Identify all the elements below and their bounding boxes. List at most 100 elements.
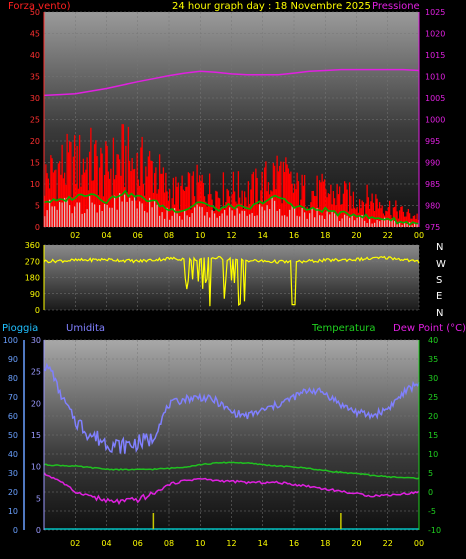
pressure-tick-label: 975 [425, 223, 440, 232]
humidity-x-tick-label: 12 [226, 539, 236, 548]
temperature-tick-label: 40 [428, 336, 438, 345]
temperature-tick-label: 10 [428, 450, 438, 459]
wind-tick-label: 35 [30, 73, 40, 82]
dew-point-axis-title: Dew Point (°C) [393, 323, 466, 334]
wind-x-tick-label: 06 [133, 231, 143, 240]
humidity-x-tick-label: 08 [164, 539, 174, 548]
rain-tick-label: 40 [8, 450, 18, 459]
direction-tick-label: 360 [25, 241, 40, 250]
wind-x-tick-label: 08 [164, 231, 174, 240]
rain-tick-label: 0 [13, 526, 18, 535]
humidity-axis-title: Umidita [66, 323, 105, 334]
rain-tick-label: 100 [3, 336, 18, 345]
rain-tick-label: 80 [8, 374, 18, 383]
compass-n-bottom: N [436, 308, 443, 319]
rain-tick-label: 20 [8, 488, 18, 497]
pressure-tick-label: 995 [425, 137, 440, 146]
humidity-tick-label: 25 [31, 368, 41, 377]
temperature-tick-label: 5 [428, 469, 433, 478]
pressure-tick-label: 1000 [425, 116, 445, 125]
humidity-tick-label: 0 [36, 526, 41, 535]
wind-tick-label: 50 [30, 8, 40, 17]
wind-direction-line [43, 255, 420, 307]
rain-tick-label: 10 [8, 507, 18, 516]
wind-tick-label: 40 [30, 51, 40, 60]
pressure-tick-label: 1010 [425, 73, 445, 82]
humidity-x-tick-label: 10 [195, 539, 205, 548]
humidity-x-tick-label: 22 [383, 539, 393, 548]
wind-x-tick-label: 22 [383, 231, 393, 240]
temperature-tick-label: 15 [428, 431, 438, 440]
wind-tick-label: 5 [35, 202, 40, 211]
wind-average-line [43, 189, 420, 226]
wind-x-tick-label: 12 [226, 231, 236, 240]
humidity-tick-label: 20 [31, 399, 41, 408]
humidity-x-tick-label: 20 [351, 539, 361, 548]
rain-tick-label: 90 [8, 355, 18, 364]
wind-x-tick-label: 04 [101, 231, 111, 240]
wind-tick-label: 10 [30, 180, 40, 189]
wind-tick-label: 45 [30, 30, 40, 39]
temperature-tick-label: -5 [428, 507, 436, 516]
humidity-x-tick-label: 04 [101, 539, 111, 548]
wind-x-tick-label: 02 [70, 231, 80, 240]
pressure-tick-label: 990 [425, 159, 440, 168]
humidity-x-tick-label: 00 [414, 539, 424, 548]
graph-title: 24 hour graph day : 18 Novembre 2025 [172, 1, 371, 12]
rain-tick-label: 50 [8, 431, 18, 440]
temperature-tick-label: 35 [428, 355, 438, 364]
humidity-line [43, 362, 420, 454]
humidity-tick-label: 5 [36, 494, 41, 503]
pressure-tick-label: 1020 [425, 30, 445, 39]
direction-tick-label: 0 [35, 306, 40, 315]
wind-tick-label: 20 [30, 137, 40, 146]
temperature-tick-label: 0 [428, 488, 433, 497]
humidity-tick-label: 15 [31, 431, 41, 440]
pressure-tick-label: 985 [425, 180, 440, 189]
humidity-x-tick-label: 18 [320, 539, 330, 548]
direction-tick-label: 90 [30, 290, 40, 299]
humidity-x-tick-label: 06 [133, 539, 143, 548]
pressure-tick-label: 1015 [425, 51, 445, 60]
rain-tick-label: 70 [8, 393, 18, 402]
wind-tick-label: 30 [30, 94, 40, 103]
temperature-tick-label: -10 [428, 526, 441, 535]
pressure-line [43, 68, 420, 97]
wind-tick-label: 15 [30, 159, 40, 168]
humidity-x-tick-label: 16 [289, 539, 299, 548]
pressure-tick-label: 1005 [425, 94, 445, 103]
humidity-x-tick-label: 14 [258, 539, 268, 548]
temperature-axis-title: Temperatura [311, 323, 376, 334]
wind-x-tick-label: 20 [351, 231, 361, 240]
rain-tick-label: 30 [8, 469, 18, 478]
direction-tick-label: 270 [25, 257, 40, 266]
wind-x-tick-label: 00 [414, 231, 424, 240]
compass-s: S [436, 275, 442, 286]
compass-n-top: N [436, 242, 443, 253]
dew-point-line [43, 472, 420, 506]
temperature-tick-label: 25 [428, 393, 438, 402]
rain-axis-title: Pioggia [2, 323, 38, 334]
wind-tick-label: 0 [35, 223, 40, 232]
humidity-tick-label: 30 [31, 336, 41, 345]
direction-tick-label: 180 [25, 274, 40, 283]
wind-axis-title: Forza vento) [8, 1, 71, 12]
compass-e: E [436, 291, 442, 302]
temperature-line [43, 461, 420, 480]
temperature-tick-label: 30 [428, 374, 438, 383]
wind-x-tick-label: 10 [195, 231, 205, 240]
pressure-tick-label: 980 [425, 202, 440, 211]
temperature-tick-label: 20 [428, 412, 438, 421]
humidity-tick-label: 10 [31, 463, 41, 472]
humidity-x-tick-label: 02 [70, 539, 80, 548]
wind-x-tick-label: 14 [258, 231, 268, 240]
pressure-tick-label: 1025 [425, 8, 445, 17]
compass-w: W [436, 259, 446, 270]
wind-x-tick-label: 18 [320, 231, 330, 240]
wind-tick-label: 25 [30, 116, 40, 125]
wind-x-tick-label: 16 [289, 231, 299, 240]
pressure-axis-title: Pressione [372, 1, 420, 12]
rain-tick-label: 60 [8, 412, 18, 421]
